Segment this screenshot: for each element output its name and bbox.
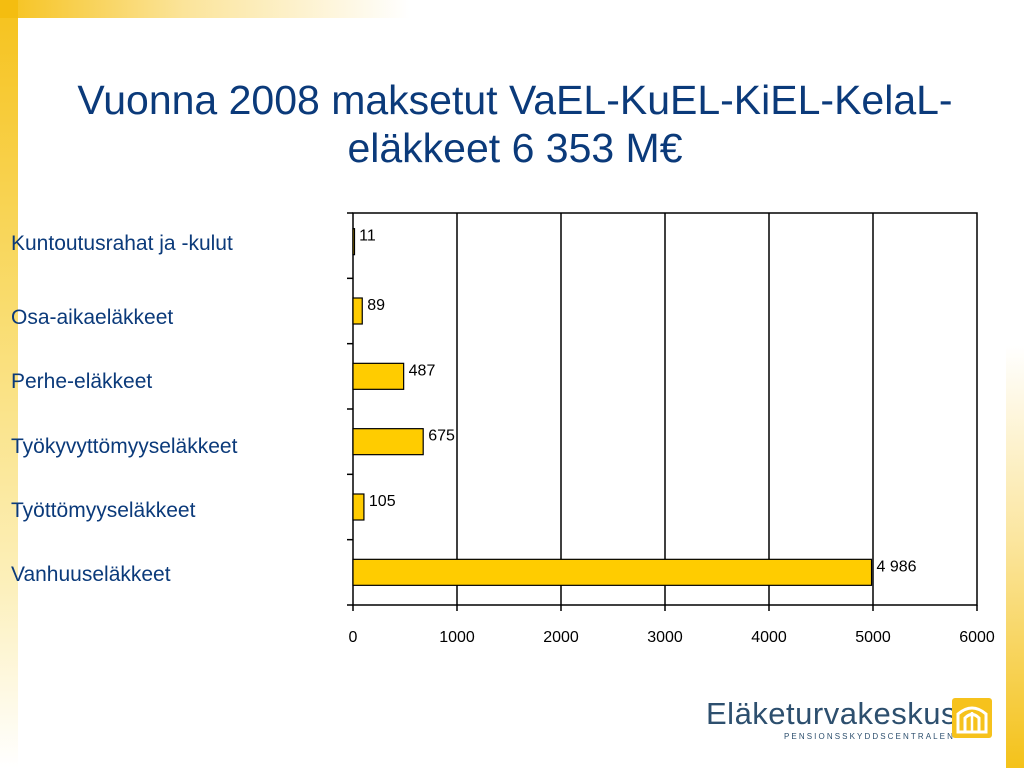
bar [352,228,356,256]
category-label-osa-aikaelakkeet: Osa-aikaeläkkeet [11,306,174,329]
bar [352,558,873,586]
decor-top-gradient [0,0,1024,18]
decor-corner [0,0,18,18]
logo-emblem-icon [952,698,992,738]
data-label: 105 [369,493,396,510]
logo-subtitle: PENSIONSSKYDDSCENTRALEN [784,732,955,741]
bar [352,428,424,456]
x-tick-label: 2000 [543,629,579,646]
x-tick-label: 6000 [959,629,995,646]
category-label-tyokyvyttomyyselakkeet: Työkyvyttömyyseläkkeet [11,435,238,458]
data-label: 11 [359,228,376,245]
bar [352,362,405,390]
bar [352,297,363,325]
category-label-tyottomyyselakkeet: Työttömyyseläkkeet [11,499,196,522]
category-label-perhe-elakkeet: Perhe-eläkkeet [11,370,153,393]
x-tick-label: 1000 [439,629,475,646]
logo: Eläketurvakeskus PENSIONSSKYDDSCENTRALEN [706,696,996,746]
slide-title: Vuonna 2008 maksetut VaEL-KuEL-KiEL-Kela… [77,77,953,171]
x-tick-label: 5000 [855,629,891,646]
bar [352,493,365,521]
x-tick-label: 4000 [751,629,787,646]
decor-right-gradient [1006,0,1024,768]
category-label-vanhuuselakkeet: Vanhuuseläkkeet [11,563,171,586]
logo-name: Eläketurvakeskus [706,696,957,731]
decor-left-gradient [0,0,18,768]
data-label: 675 [428,428,455,445]
x-tick-label: 3000 [647,629,683,646]
data-label: 4 986 [877,558,917,575]
data-label: 487 [409,362,436,379]
category-label-kuntoutusrahat: Kuntoutusrahat ja -kulut [11,232,233,255]
data-label: 89 [367,297,385,314]
x-tick-label: 0 [349,629,358,646]
